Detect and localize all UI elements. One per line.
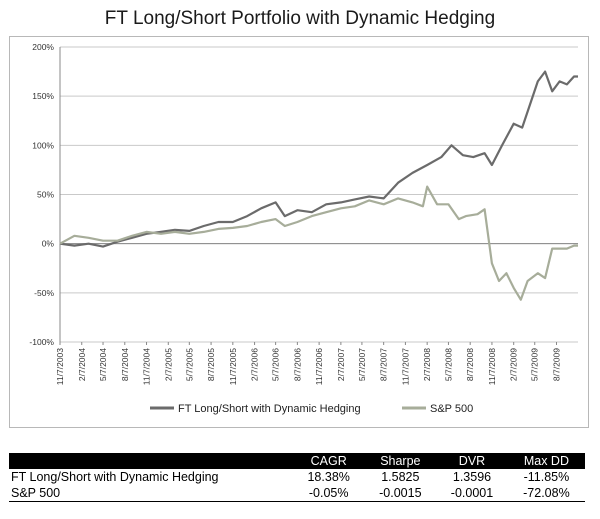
line-chart: 200% 150% 100% 50% 0% -50% -100%11/7/2003 2/7/2… xyxy=(29,42,578,415)
y-tick-label: 200% xyxy=(32,42,54,52)
legend-label-ft: FT Long/Short with Dynamic Hedging xyxy=(178,403,361,415)
chart-frame: 200% 150% 100% 50% 0% -50% -100% 11/7/2003 2/7/2… xyxy=(9,36,589,428)
row-sharpe: 1.5825 xyxy=(381,470,420,484)
x-tick-label: 11/7/2008 xyxy=(487,348,497,385)
row-dvr: 1.3596 xyxy=(452,470,492,484)
series-line-sp500 xyxy=(59,185,578,301)
x-tick-label: 11/7/2006 xyxy=(314,348,324,385)
x-tick-label: 11/7/2004 xyxy=(142,348,152,385)
statistics-header-row: CAGR Sharpe DVR Max DD xyxy=(9,453,585,469)
x-tick-label: 5/7/2009 xyxy=(530,348,540,381)
row-max-dd: -11.85% xyxy=(523,470,570,484)
y-tick-label: 150% xyxy=(32,91,54,101)
x-tick-label: 2/7/2005 xyxy=(163,348,173,381)
x-tick-label: 5/7/2006 xyxy=(271,348,281,381)
x-tick-label: 8/7/2005 xyxy=(206,348,216,381)
x-tick-label: 2/7/2008 xyxy=(422,348,432,381)
x-tick-label: 8/7/2004 xyxy=(120,348,130,381)
y-tick-label: -50% xyxy=(34,288,54,298)
x-tick-label: 2/7/2004 xyxy=(77,348,87,381)
x-tick-label: 5/7/2007 xyxy=(357,348,367,381)
statistics-table: CAGR Sharpe DVR Max DD FT Long/Short wit… xyxy=(9,453,585,502)
y-tick-label: 100% xyxy=(32,140,54,150)
chart-title: FT Long/Short Portfolio with Dynamic Hed… xyxy=(104,8,496,29)
y-tick-label: -100% xyxy=(29,337,54,347)
x-tick-label: 2/7/2006 xyxy=(250,348,260,381)
row-cagr: -0.05% xyxy=(292,485,365,502)
x-tick-label: 8/7/2009 xyxy=(551,348,561,381)
series-line-ft-long-short xyxy=(59,70,578,248)
table-row: S&P 500 -0.05% -0.0015 -0.0001 -72.08% xyxy=(9,485,585,502)
row-name: FT Long/Short with Dynamic Hedging xyxy=(11,470,219,484)
x-tick-label: 5/7/2008 xyxy=(443,348,453,381)
x-tick-label: 11/7/2005 xyxy=(228,348,238,385)
x-tick-label: 5/7/2005 xyxy=(184,348,194,381)
y-tick-label: 0% xyxy=(42,239,55,249)
header-cagr: CAGR xyxy=(292,453,365,469)
row-dvr: -0.0001 xyxy=(436,485,508,502)
row-max-dd: -72.08% xyxy=(507,485,585,502)
header-dvr: DVR xyxy=(436,453,508,469)
header-sharpe: Sharpe xyxy=(364,453,437,469)
x-tick-label: 8/7/2007 xyxy=(379,348,389,381)
x-tick-label: 5/7/2004 xyxy=(98,348,108,381)
table-row: FT Long/Short with Dynamic Hedging 18.38… xyxy=(9,469,585,485)
y-tick-label: 50% xyxy=(37,190,54,200)
x-tick-label: 2/7/2009 xyxy=(509,348,519,381)
x-tick-label: 8/7/2008 xyxy=(465,348,475,381)
legend-label-sp500: S&P 500 xyxy=(430,403,473,415)
row-name: S&P 500 xyxy=(9,485,293,502)
x-tick-label: 11/7/2003 xyxy=(55,348,65,385)
row-cagr: 18.38% xyxy=(307,470,350,484)
row-sharpe: -0.0015 xyxy=(364,485,437,502)
x-tick-label: 2/7/2007 xyxy=(336,348,346,381)
x-tick-label: 8/7/2006 xyxy=(292,348,302,381)
header-max-dd: Max DD xyxy=(507,453,585,469)
x-tick-label: 11/7/2007 xyxy=(400,348,410,385)
header-name xyxy=(9,453,293,469)
